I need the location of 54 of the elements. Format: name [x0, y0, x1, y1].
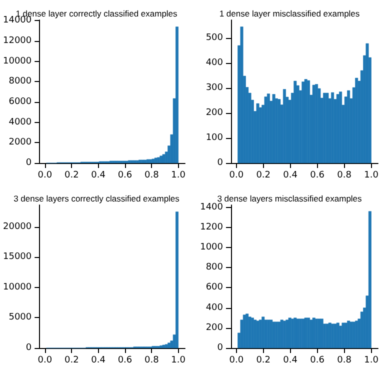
x-tick-label: 0.2 — [256, 356, 271, 366]
x-tick-label: 0.8 — [337, 170, 352, 180]
y-tick-label: 8000 — [8, 76, 32, 87]
y-tick-label: 6000 — [8, 97, 32, 108]
chart-title: 3 dense layers correctly classified examples — [14, 194, 180, 204]
x-tick-label: 0.4 — [283, 356, 298, 366]
y-tick-label: 400 — [206, 302, 224, 313]
x-tick-label: 1.0 — [364, 170, 379, 180]
y-tick-label: 15000 — [2, 252, 32, 262]
x-tick-label: 0.4 — [91, 356, 106, 366]
y-tick-label: 10000 — [2, 282, 32, 292]
x-tick-label: 1.0 — [171, 170, 186, 180]
y-tick-label: 800 — [206, 262, 224, 273]
y-tick-label: 0 — [26, 158, 32, 168]
y-tick-label: 0 — [217, 343, 224, 353]
chart-title: 3 dense layers misclassified examples — [217, 194, 362, 204]
x-tick-label: 0.8 — [337, 356, 352, 366]
y-tick-label: 4000 — [8, 117, 32, 128]
y-tick-label: 200 — [206, 108, 224, 118]
x-tick-label: 0.8 — [144, 356, 160, 366]
y-tick-label: 12000 — [2, 36, 32, 46]
x-tick-label: 0.0 — [38, 170, 52, 180]
y-tick-label: 0 — [26, 343, 32, 353]
y-tick-label: 0 — [217, 158, 224, 168]
x-tick-label: 1.0 — [171, 356, 186, 366]
y-tick-label: 14000 — [2, 16, 32, 26]
y-tick-label: 2000 — [8, 138, 32, 148]
x-tick-label: 0.0 — [38, 356, 52, 366]
x-tick-label: 0.4 — [91, 170, 106, 180]
y-tick-label: 10000 — [2, 56, 32, 66]
y-tick-label: 1400 — [200, 202, 224, 212]
y-tick-label: 600 — [206, 282, 224, 293]
y-tick-label: 20000 — [2, 222, 32, 232]
x-tick-label: 0.6 — [118, 170, 132, 180]
x-tick-label: 0.2 — [256, 170, 271, 180]
y-tick-label: 5000 — [8, 312, 32, 323]
chart-title: 1 dense layer misclassified examples — [219, 8, 360, 18]
x-tick-label: 0.8 — [144, 170, 160, 180]
x-tick-label: 0.0 — [229, 170, 244, 180]
y-tick-label: 1200 — [200, 222, 224, 232]
y-tick-label: 1000 — [200, 242, 224, 253]
x-tick-label: 0.6 — [310, 356, 325, 366]
x-tick-label: 0.2 — [64, 356, 79, 366]
y-tick-label: 300 — [206, 83, 224, 93]
y-tick-label: 100 — [206, 133, 224, 143]
x-tick-label: 0.6 — [310, 170, 325, 180]
y-tick-label: 400 — [206, 58, 224, 68]
x-tick-label: 0.0 — [229, 356, 244, 366]
y-tick-label: 200 — [206, 322, 224, 333]
x-tick-label: 0.6 — [118, 356, 132, 366]
x-tick-label: 0.4 — [283, 170, 298, 180]
x-tick-label: 1.0 — [364, 356, 379, 366]
x-tick-label: 0.2 — [64, 170, 79, 180]
y-tick-label: 500 — [206, 33, 224, 43]
